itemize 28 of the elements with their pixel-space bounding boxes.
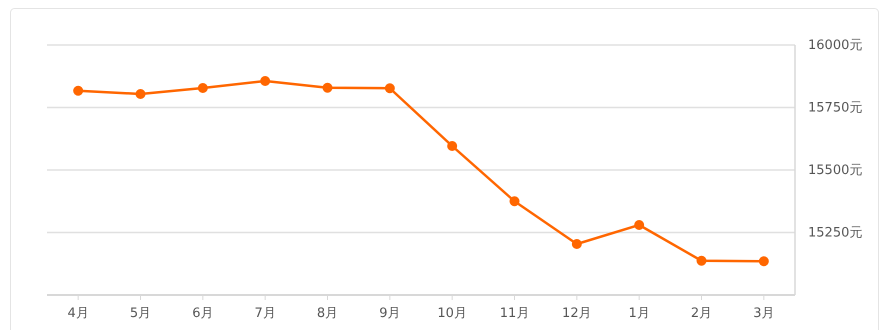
point [322, 82, 332, 93]
point [198, 83, 208, 93]
point [696, 256, 706, 266]
x-tick-label: 10月 [437, 306, 467, 321]
x-tick-label: 4月 [68, 306, 89, 321]
x-tick-label: 5月 [130, 306, 152, 321]
x-tick-label: 2月 [690, 306, 712, 321]
y-tick-label: 15250元 [808, 226, 862, 240]
x-tick-label: 9月 [379, 306, 400, 321]
point [447, 141, 458, 151]
point [510, 196, 520, 206]
y-tick-label: 16000元 [808, 38, 862, 53]
x-tick-label: 8月 [316, 306, 338, 321]
point [260, 76, 270, 86]
point [758, 256, 769, 266]
point [634, 220, 644, 230]
point [136, 89, 146, 99]
point [384, 83, 395, 94]
y-tick-label: 15500元 [808, 163, 862, 178]
x-tick-label: 1月 [628, 306, 650, 321]
point [73, 86, 84, 96]
x-tick-label: 11月 [500, 306, 530, 321]
point [572, 239, 582, 249]
y-tick-label: 15750元 [808, 100, 862, 116]
x-tick-label: 3月 [753, 306, 774, 321]
x-tick-label: 7月 [254, 306, 276, 321]
x-tick-label: 6月 [192, 306, 214, 321]
x-tick-label: 12月 [562, 306, 592, 321]
